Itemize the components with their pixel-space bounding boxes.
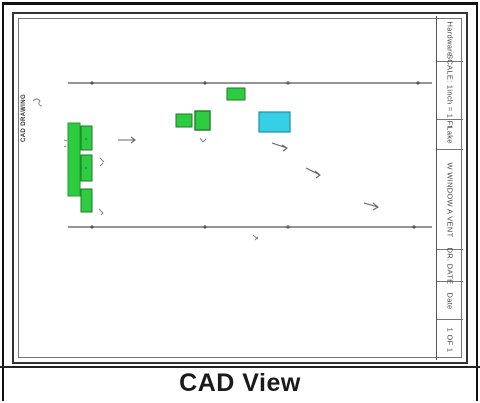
middle-component-pair[interactable] xyxy=(175,110,211,131)
cad-sheet xyxy=(12,12,468,364)
left-component-stack[interactable] xyxy=(67,122,93,213)
title-block-cell: W WINDOW A VENT xyxy=(437,150,463,250)
title-block-text: DR. DATE xyxy=(445,247,455,284)
annotation-marks xyxy=(32,98,259,241)
title-block-text: W WINDOW A VENT xyxy=(445,162,455,237)
title-block-text: Lake xyxy=(445,125,455,144)
title-block-text: SCALE: 1inch = 1 Ft xyxy=(445,53,455,128)
top-component-block[interactable] xyxy=(226,87,246,101)
title-block: Hardware SCALE: 1inch = 1 Ft Lake W WIND… xyxy=(436,16,463,360)
top-dimension-line xyxy=(68,81,432,85)
title-block-text: Hardware xyxy=(445,21,455,56)
title-block-cell: Lake xyxy=(437,120,463,150)
view-caption: CAD View xyxy=(179,369,301,397)
caption-divider xyxy=(0,366,480,368)
title-block-cell: SCALE: 1inch = 1 Ft xyxy=(437,54,463,127)
title-block-cell: 1 OF 1 xyxy=(437,320,463,360)
title-block-text: 1 OF 1 xyxy=(445,327,455,353)
cad-drawing-canvas xyxy=(32,81,432,241)
cyan-component-block[interactable] xyxy=(258,111,291,133)
bottom-dimension-line xyxy=(68,225,432,229)
sheet-label: CAD DRAWING xyxy=(21,93,27,143)
title-block-cell: Hardware xyxy=(437,16,463,62)
title-block-cell: Date xyxy=(437,282,463,320)
flow-arrows xyxy=(118,136,379,211)
sheet-border xyxy=(18,18,462,358)
title-block-cell: DR. DATE xyxy=(437,247,463,284)
title-block-text: Date xyxy=(445,291,455,310)
